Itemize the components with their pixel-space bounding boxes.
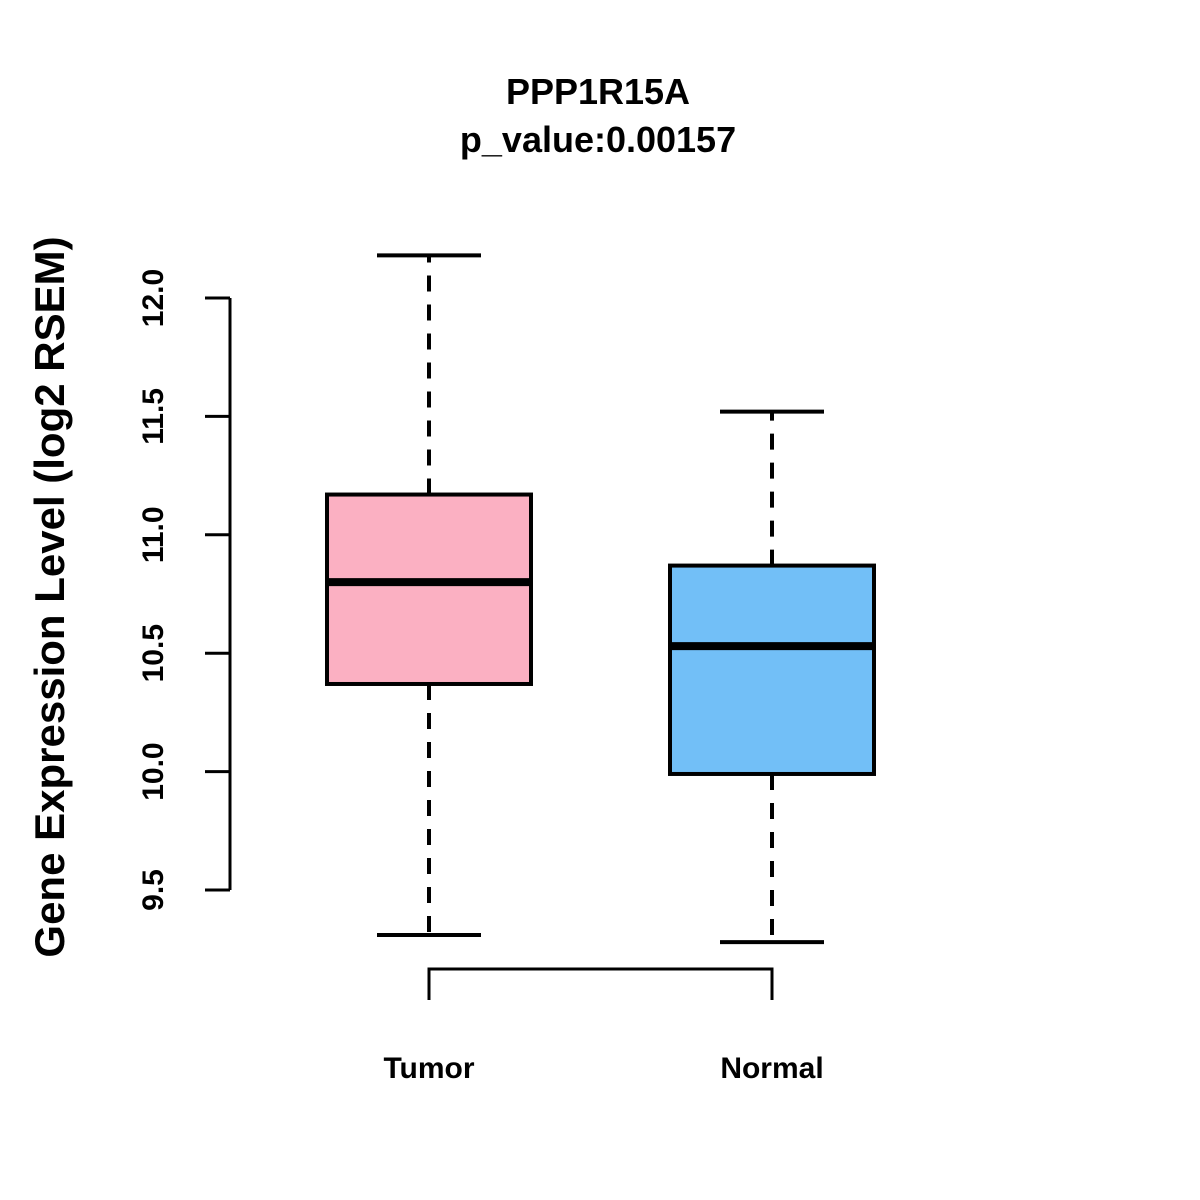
x-axis-bracket <box>427 967 774 1000</box>
y-tick-label: 12.0 <box>137 269 170 327</box>
boxes-group <box>325 253 876 945</box>
y-tick-label: 10.5 <box>137 624 170 682</box>
y-tick-label: 9.5 <box>137 869 170 911</box>
y-axis-title: Gene Expression Level (log2 RSEM) <box>26 236 73 957</box>
y-tick-label: 11.5 <box>137 388 170 445</box>
tumor-box <box>325 492 533 686</box>
chart-title-pvalue: p_value:0.00157 <box>460 119 736 160</box>
y-tick-label: 11.0 <box>137 506 170 563</box>
x-category-label-normal: Normal <box>720 1052 823 1085</box>
x-axis: Tumor Normal <box>383 967 824 1085</box>
normal-box <box>668 563 876 776</box>
tumor-boxplot <box>325 253 533 937</box>
y-tick-label: 10.0 <box>137 742 170 800</box>
chart-title-gene: PPP1R15A <box>506 71 690 112</box>
x-category-label-tumor: Tumor <box>383 1052 474 1085</box>
y-axis: 9.5 10.0 10.5 11.0 11.5 12.0 <box>137 269 232 911</box>
normal-boxplot <box>668 409 876 945</box>
